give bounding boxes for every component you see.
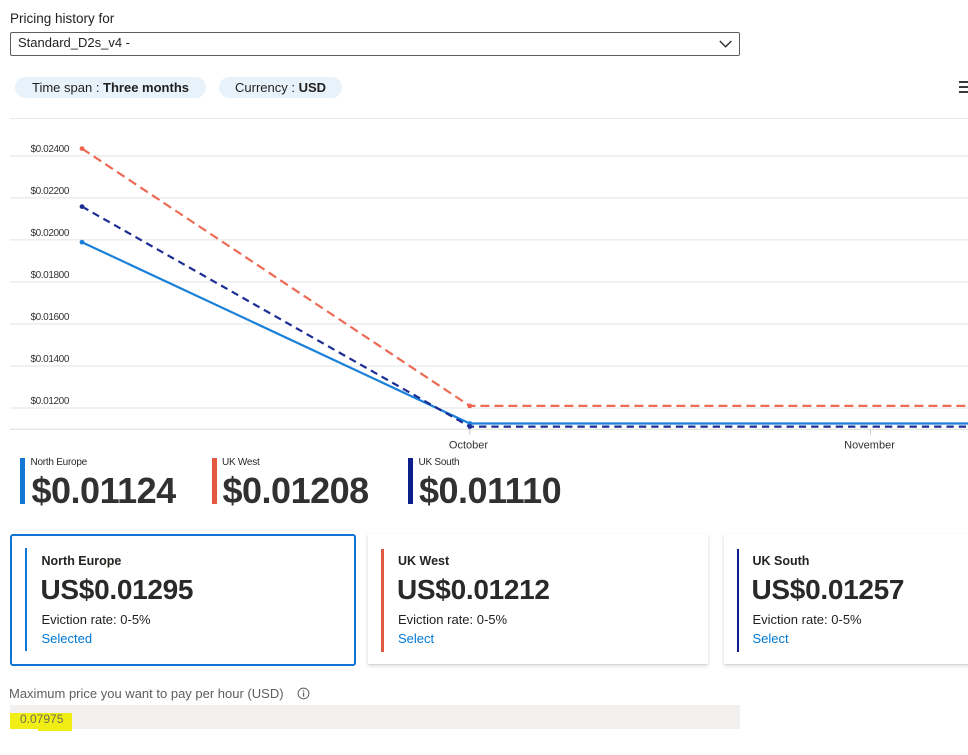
svg-text:November: November [844,440,895,452]
svg-text:$0.01400: $0.01400 [30,354,69,365]
svg-text:October: October [449,440,488,452]
svg-text:$0.02200: $0.02200 [30,186,69,197]
svg-text:$0.02400: $0.02400 [30,144,69,155]
svg-text:$0.01800: $0.01800 [30,270,69,281]
svg-text:$0.01200: $0.01200 [30,396,69,407]
svg-text:$0.02000: $0.02000 [30,228,69,239]
svg-text:$0.01600: $0.01600 [30,312,69,323]
